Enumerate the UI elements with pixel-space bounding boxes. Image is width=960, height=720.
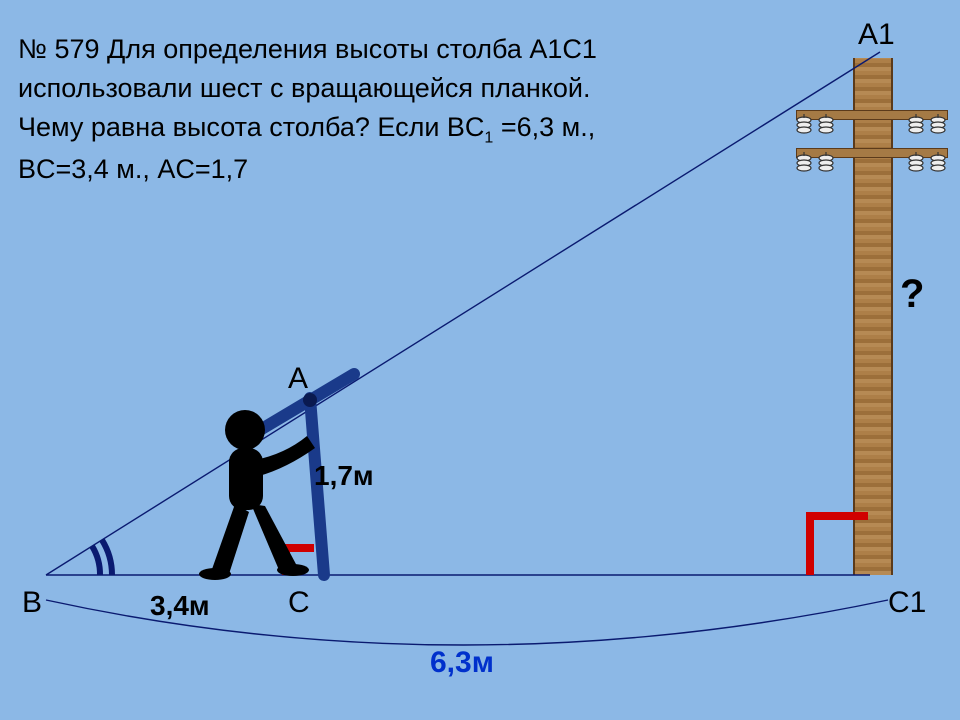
line-BA1 <box>46 52 880 575</box>
label-C: C <box>288 586 310 620</box>
label-A: A <box>288 362 308 396</box>
measure-BC: 3,4м <box>150 590 210 622</box>
right-angle-marker-large-icon <box>810 516 868 575</box>
person-silhouette-icon <box>199 410 315 580</box>
measure-BC1: 6,3м <box>430 646 494 680</box>
measure-AC: 1,7м <box>314 460 374 492</box>
angle-arc-icon <box>92 546 100 575</box>
insulator-icon <box>797 114 945 171</box>
label-A1: A1 <box>858 18 895 52</box>
label-B: B <box>22 586 42 620</box>
measure-unknown: ? <box>900 272 924 317</box>
angle-arc-icon-2 <box>102 540 112 575</box>
label-C1: C1 <box>888 586 926 620</box>
diagram-svg <box>0 0 960 720</box>
